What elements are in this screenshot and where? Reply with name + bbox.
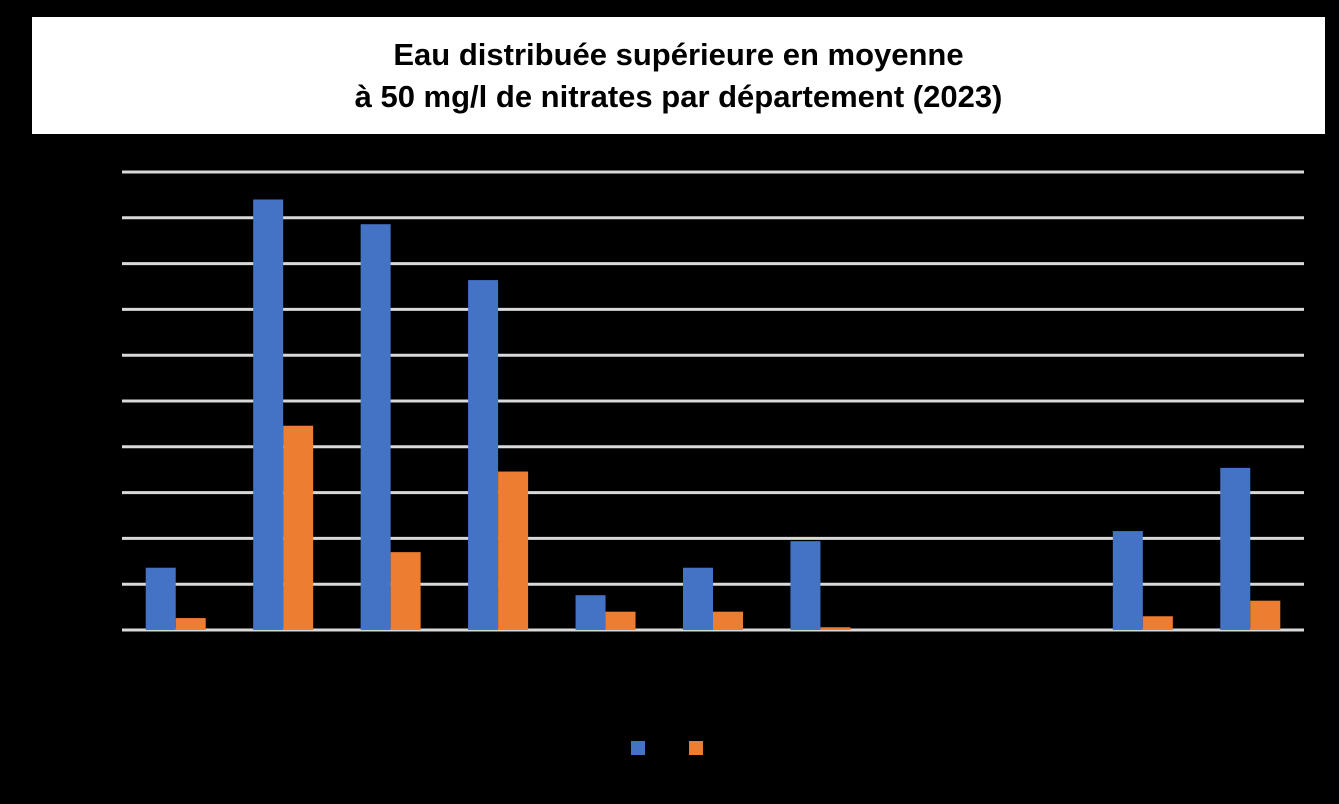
bar-series-1 xyxy=(468,280,499,630)
legend-item-series-2 xyxy=(688,741,709,755)
bar-series-1 xyxy=(575,595,606,630)
bar-series-2 xyxy=(498,471,529,630)
bar-series-2 xyxy=(390,552,421,630)
chart-legend xyxy=(0,730,1339,766)
bar-series-1 xyxy=(790,541,821,630)
chart-title-line-2: à 50 mg/l de nitrates par département (2… xyxy=(354,78,1003,114)
legend-item-series-1 xyxy=(630,741,651,755)
bar-series-1 xyxy=(360,224,391,630)
bar-series-2 xyxy=(1250,600,1281,630)
bar-series-2 xyxy=(283,425,314,630)
bar-series-2 xyxy=(175,618,206,630)
bar-series-1 xyxy=(1112,531,1143,630)
chart-title: Eau distribuée supérieure en moyenne à 5… xyxy=(32,17,1325,134)
bar-series-2 xyxy=(605,611,636,630)
bar-series-1 xyxy=(1220,467,1251,630)
bar-series-2 xyxy=(1142,616,1173,630)
bar-series-1 xyxy=(145,567,176,630)
legend-swatch-series-1 xyxy=(630,741,645,755)
bar-series-1 xyxy=(683,567,713,630)
bar-series-2 xyxy=(713,611,743,630)
bar-series-1 xyxy=(253,199,284,631)
bar-series-2 xyxy=(820,627,851,630)
legend-swatch-series-2 xyxy=(688,741,703,755)
chart-title-line-1: Eau distribuée supérieure en moyenne xyxy=(393,36,964,72)
gridlines xyxy=(122,170,1304,632)
bars xyxy=(145,199,1281,631)
